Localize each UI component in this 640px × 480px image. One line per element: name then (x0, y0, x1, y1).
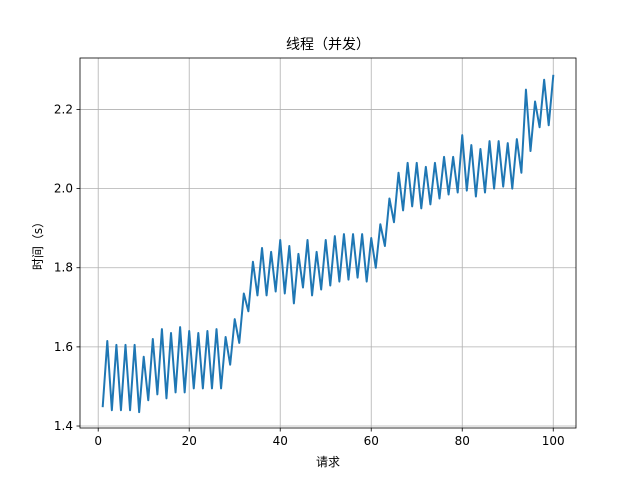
x-tick-label: 20 (182, 434, 197, 448)
plot-area (80, 58, 576, 428)
axes-spines (79, 57, 577, 429)
series-line (101, 74, 555, 414)
chart-title: 线程（并发） (286, 37, 370, 53)
x-tick-label: 100 (542, 434, 565, 448)
y-tick-label: 2.2 (54, 102, 73, 116)
y-tick-label: 1.4 (54, 419, 73, 433)
y-tick-label: 1.8 (54, 261, 73, 275)
axes-frame (79, 57, 577, 429)
x-tick-label: 60 (364, 434, 379, 448)
x-tick-label: 0 (94, 434, 102, 448)
tick-layer: 0 20 40 60 80 100 1.4 1.6 1.8 2.0 2.2 (54, 102, 565, 448)
y-axis-label: 时间（s） (31, 216, 45, 270)
x-tick-label: 40 (273, 434, 288, 448)
y-tick-label: 1.6 (54, 340, 73, 354)
x-axis-label: 请求 (316, 455, 340, 469)
x-tick-label: 80 (455, 434, 470, 448)
y-tick-label: 2.0 (54, 182, 73, 196)
series-layer (101, 74, 555, 414)
